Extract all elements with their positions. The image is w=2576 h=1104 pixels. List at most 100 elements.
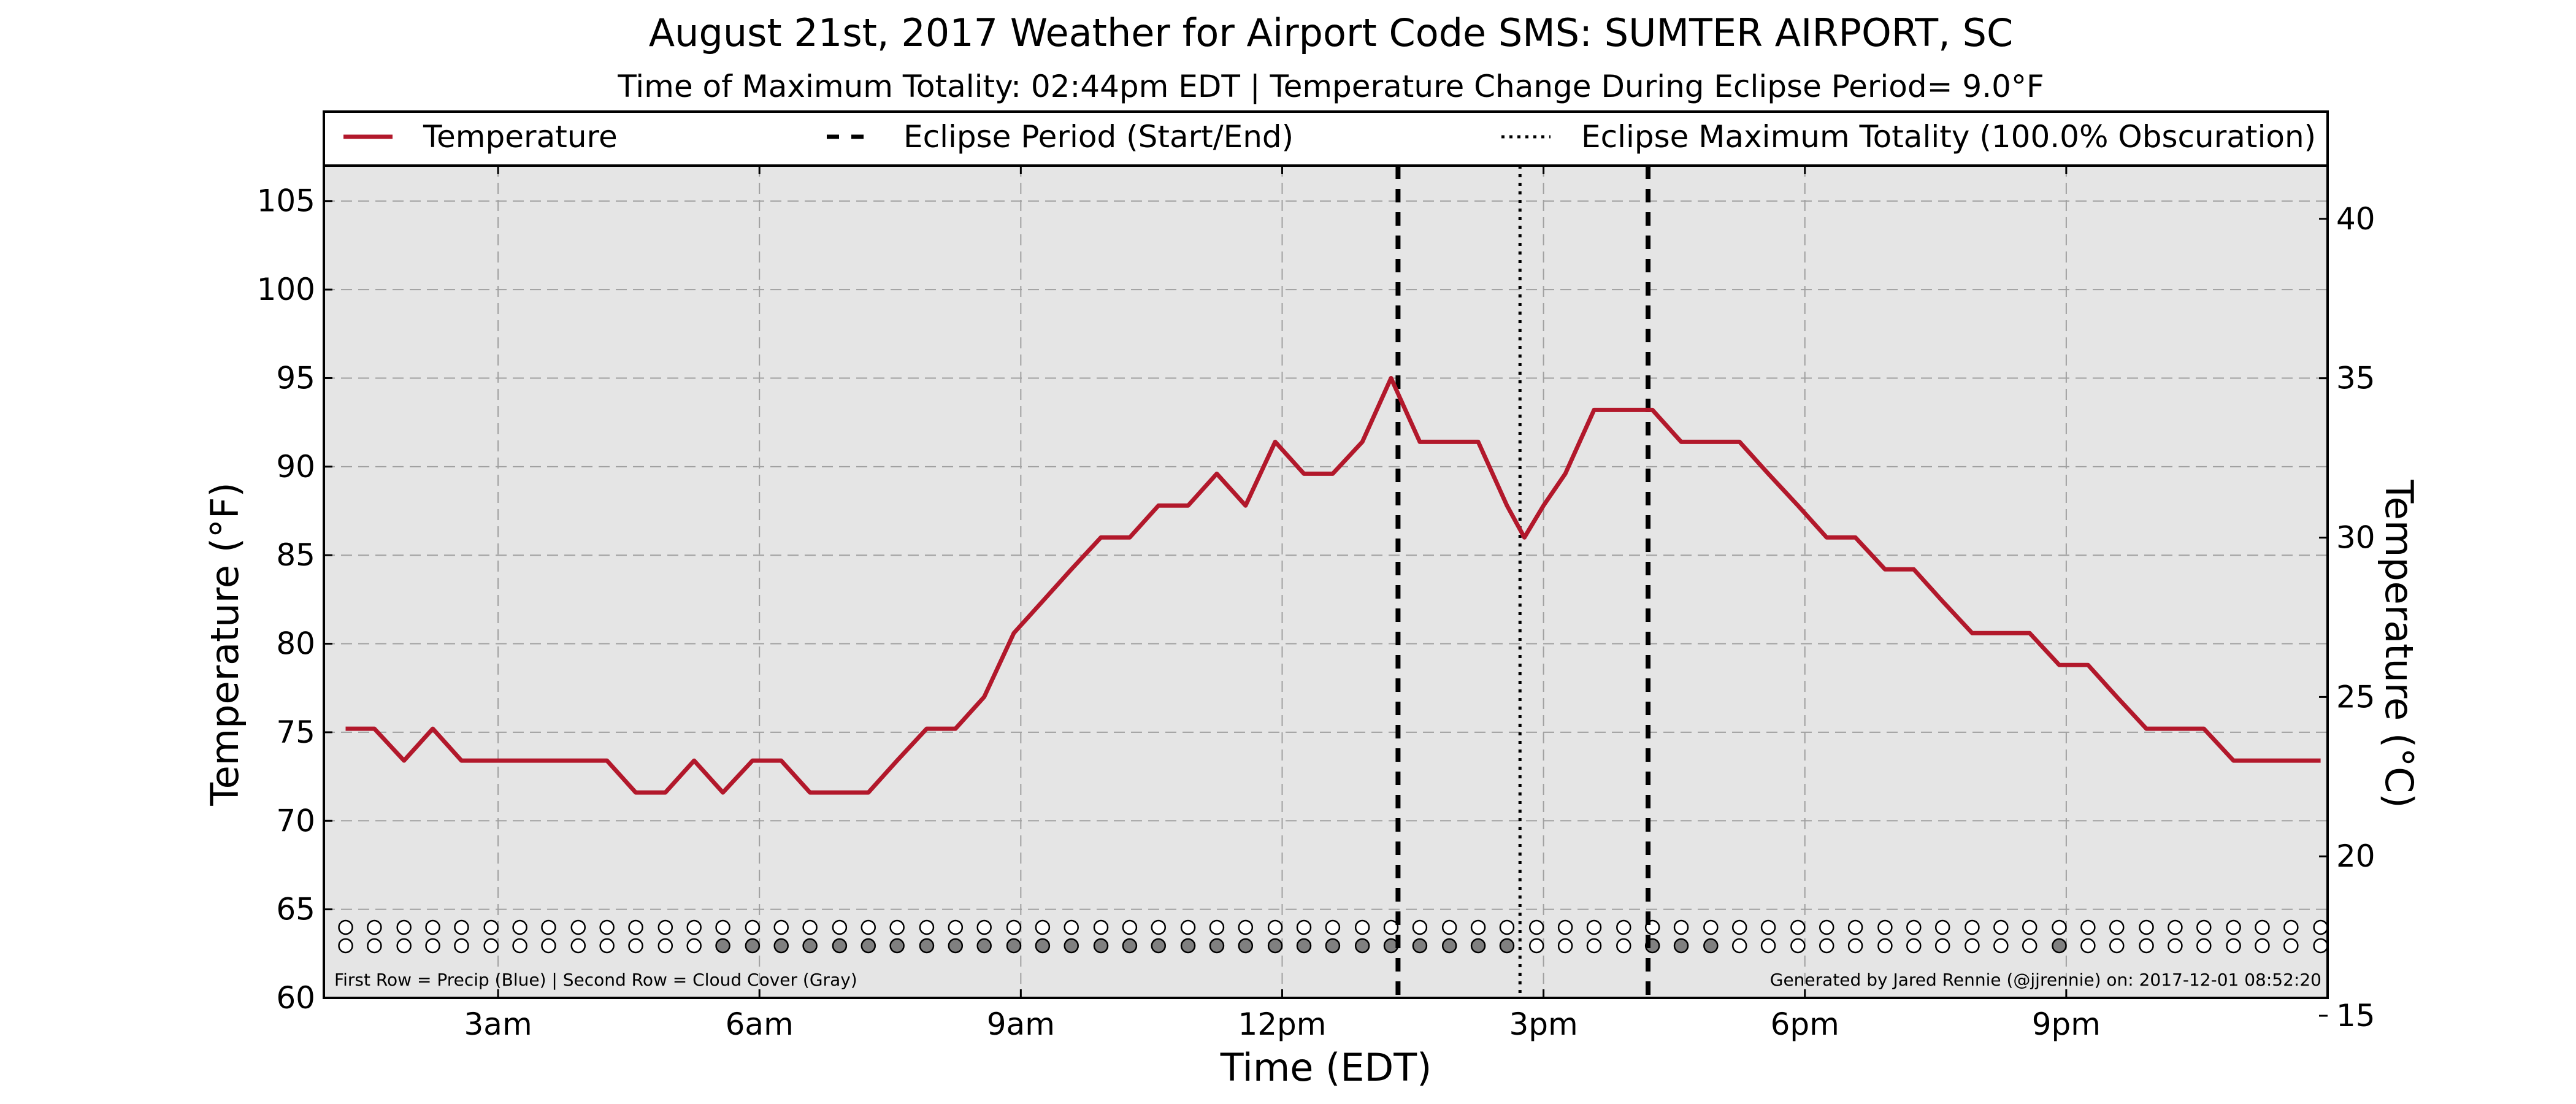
precip-marker — [1993, 919, 2009, 935]
y2-tick-label: 30 — [2336, 520, 2375, 556]
precip-marker — [1528, 919, 1544, 935]
precip-marker — [861, 919, 876, 935]
y-tick-label: 105 — [257, 183, 315, 219]
x-axis-label: Time (EDT) — [1220, 1045, 1432, 1090]
y-axis-label-right: Temperature (°C) — [2377, 479, 2421, 808]
precip-marker — [570, 919, 586, 935]
chart-subtitle: Time of Maximum Totality: 02:44pm EDT | … — [617, 69, 2044, 104]
y2-tick-label: 40 — [2336, 201, 2375, 237]
x-tick-label: 12pm — [1238, 1006, 1326, 1042]
cloud-cover-marker — [2052, 938, 2067, 954]
y2-tick-label: 20 — [2336, 838, 2375, 874]
precip-marker — [715, 919, 730, 935]
precip-marker — [2168, 919, 2183, 935]
precip-marker — [1790, 919, 1806, 935]
precip-marker — [1586, 919, 1602, 935]
precip-marker — [1760, 919, 1776, 935]
precip-marker — [2255, 919, 2270, 935]
precip-marker — [976, 919, 992, 935]
cloud-cover-marker — [889, 938, 905, 954]
precip-marker — [454, 919, 469, 935]
cloud-cover-marker — [745, 938, 761, 954]
y-axis-right: 15 20 25 30 35 40 — [2319, 201, 2375, 1033]
precip-marker — [1093, 919, 1109, 935]
cloud-cover-marker — [1470, 938, 1486, 954]
precip-marker — [396, 919, 412, 935]
cloud-cover-marker — [1790, 938, 1806, 954]
cloud-cover-marker — [1819, 938, 1834, 954]
precip-marker — [1906, 919, 1922, 935]
cloud-cover-marker — [1035, 938, 1051, 954]
precip-marker — [483, 919, 499, 935]
precip-marker — [338, 919, 353, 935]
precip-marker — [1064, 919, 1079, 935]
y-tick-label: 80 — [276, 626, 315, 662]
cloud-cover-marker — [686, 938, 702, 954]
precip-marker — [2052, 919, 2067, 935]
precip-marker — [1035, 919, 1051, 935]
y-tick-label: 100 — [257, 272, 315, 307]
x-tick-label: 9pm — [2032, 1006, 2101, 1042]
footnote-right: Generated by Jared Rennie (@jjrennie) on… — [1770, 970, 2321, 990]
cloud-cover-marker — [1296, 938, 1312, 954]
eclipse-lines — [1395, 166, 1651, 998]
precip-marker — [599, 919, 615, 935]
legend-label-temperature: Temperature — [423, 119, 618, 155]
y-tick-label: 85 — [276, 537, 315, 573]
cloud-cover-marker — [512, 938, 527, 954]
precip-marker — [1673, 919, 1689, 935]
precip-marker — [1325, 919, 1341, 935]
precip-marker — [1180, 919, 1196, 935]
precip-marker — [1383, 919, 1399, 935]
precip-marker — [1616, 919, 1631, 935]
cloud-cover-marker — [570, 938, 586, 954]
temperature-line — [345, 376, 2321, 795]
cloud-cover-marker — [1528, 938, 1544, 954]
grid-lines — [324, 166, 2328, 998]
cloud-cover-marker — [2022, 938, 2037, 954]
cloud-cover-marker — [1731, 938, 1747, 954]
precip-marker — [1006, 919, 1022, 935]
precip-marker — [745, 919, 761, 935]
legend-frame — [323, 110, 2329, 167]
cloud-cover-marker — [454, 938, 469, 954]
precip-marker — [2022, 919, 2037, 935]
precip-marker — [1267, 919, 1283, 935]
precip-marker — [1151, 919, 1167, 935]
precip-marker — [832, 919, 848, 935]
precip-marker — [1847, 919, 1863, 935]
precip-marker — [1238, 919, 1254, 935]
plot-area — [324, 166, 2328, 998]
cloud-cover-marker — [425, 938, 440, 954]
cloud-cover-marker — [919, 938, 935, 954]
cloud-cover-marker — [1354, 938, 1370, 954]
precip-marker — [2196, 919, 2212, 935]
cloud-cover-marker — [1847, 938, 1863, 954]
y-tick-label: 95 — [276, 360, 315, 396]
y-tick-label: 60 — [276, 980, 315, 1016]
cloud-cover-marker — [657, 938, 673, 954]
precip-marker — [1731, 919, 1747, 935]
precip-marker — [1934, 919, 1950, 935]
precip-marker — [1296, 919, 1312, 935]
cloud-cover-marker — [1877, 938, 1893, 954]
x-tick-label: 6pm — [1771, 1006, 1839, 1042]
cloud-cover-marker — [2196, 938, 2212, 954]
cloud-cover-marker — [1180, 938, 1196, 954]
y-tick-label: 90 — [276, 449, 315, 485]
precip-marker — [541, 919, 556, 935]
cloud-cover-marker — [2283, 938, 2299, 954]
cloud-cover-marker — [1064, 938, 1079, 954]
precip-marker — [2139, 919, 2154, 935]
chart-title: August 21st, 2017 Weather for Airport Co… — [649, 10, 2014, 55]
cloud-cover-marker — [2255, 938, 2270, 954]
y-axis-label-left: Temperature (°F) — [202, 482, 247, 806]
cloud-cover-marker — [1703, 938, 1719, 954]
y-tick-label: 65 — [276, 892, 315, 927]
cloud-cover-marker — [1325, 938, 1341, 954]
cloud-cover-marker — [2313, 938, 2328, 954]
cloud-cover-marker — [1673, 938, 1689, 954]
cloud-cover-marker — [1412, 938, 1428, 954]
cloud-cover-marker — [483, 938, 499, 954]
